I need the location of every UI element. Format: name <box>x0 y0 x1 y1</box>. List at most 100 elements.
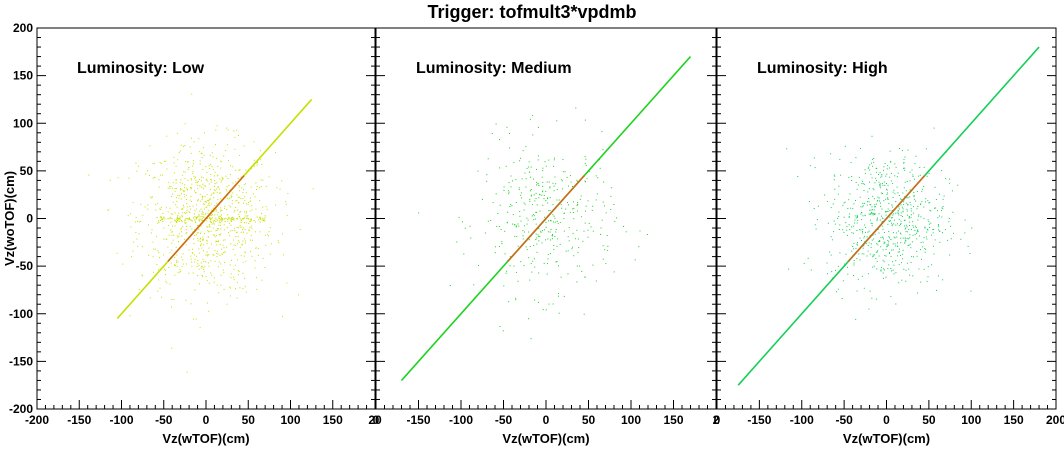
scatter-point <box>255 221 257 223</box>
band-point <box>171 218 173 220</box>
band-point <box>156 217 158 218</box>
scatter-point <box>236 129 238 131</box>
scatter-point <box>553 165 555 167</box>
scatter-point <box>519 215 521 217</box>
scatter-point <box>196 266 198 267</box>
scatter-point <box>882 217 883 219</box>
scatter-point <box>613 271 615 273</box>
scatter-point <box>211 214 213 216</box>
scatter-point <box>516 225 517 227</box>
scatter-point <box>200 231 202 233</box>
scatter-point <box>264 217 266 219</box>
scatter-point <box>551 235 553 237</box>
scatter-point <box>236 227 238 229</box>
scatter-point <box>223 252 225 254</box>
scatter-point <box>949 178 950 180</box>
scatter-point <box>211 193 213 195</box>
scatter-point <box>181 183 183 185</box>
band-point <box>177 217 179 219</box>
scatter-point <box>218 224 220 226</box>
scatter-point <box>585 205 587 207</box>
scatter-point <box>264 220 266 222</box>
scatter-point <box>175 265 176 267</box>
scatter-point <box>190 258 192 260</box>
scatter-point <box>201 247 203 249</box>
scatter-point <box>198 214 200 216</box>
scatter-point <box>596 193 598 195</box>
scatter-point <box>172 201 174 203</box>
band-point <box>192 217 194 219</box>
scatter-point <box>251 255 253 257</box>
scatter-point <box>862 203 864 204</box>
scatter-point <box>901 216 903 217</box>
scatter-point <box>938 224 939 226</box>
scatter-point <box>849 193 851 195</box>
scatter-point <box>864 235 866 237</box>
scatter-point <box>864 169 866 171</box>
scatter-point <box>948 221 950 223</box>
scatter-point <box>585 164 587 166</box>
scatter-point <box>203 232 205 234</box>
scatter-point <box>220 198 222 200</box>
scatter-point <box>198 138 200 140</box>
band-point <box>160 218 162 220</box>
scatter-point <box>582 240 584 242</box>
scatter-point <box>887 244 889 246</box>
scatter-point <box>897 210 899 212</box>
scatter-point <box>535 237 537 239</box>
scatter-point <box>158 179 160 181</box>
scatter-point <box>174 188 176 189</box>
scatter-point <box>883 200 885 202</box>
scatter-point <box>523 202 525 204</box>
scatter-point <box>201 176 202 178</box>
scatter-point <box>195 318 197 320</box>
scatter-point <box>529 279 531 281</box>
scatter-point <box>911 241 913 243</box>
band-point <box>158 221 160 223</box>
scatter-point <box>227 198 229 200</box>
scatter-point <box>874 213 876 215</box>
scatter-point <box>553 215 555 217</box>
scatter-point <box>873 238 875 240</box>
scatter-point <box>264 234 266 236</box>
scatter-point <box>907 214 909 216</box>
scatter-point <box>573 201 574 203</box>
scatter-point <box>151 229 153 231</box>
scatter-point <box>565 250 567 252</box>
scatter-point <box>199 185 200 187</box>
scatter-point <box>208 310 210 312</box>
scatter-point <box>239 226 241 228</box>
band-point <box>178 218 180 219</box>
scatter-point <box>872 165 874 167</box>
scatter-point <box>905 240 907 242</box>
scatter-point <box>879 187 881 189</box>
scatter-point <box>230 217 232 219</box>
scatter-point <box>528 257 530 259</box>
scatter-point <box>151 196 153 198</box>
scatter-point <box>881 266 882 268</box>
scatter-point <box>513 161 515 163</box>
band-point <box>203 216 205 218</box>
scatter-point <box>191 261 193 263</box>
scatter-point <box>856 243 858 245</box>
scatter-point <box>237 274 239 276</box>
scatter-point <box>971 227 973 229</box>
band-point <box>259 221 261 223</box>
scatter-point <box>231 203 233 205</box>
scatter-point <box>174 264 176 266</box>
scatter-point <box>566 176 568 178</box>
scatter-point <box>245 183 246 185</box>
scatter-point <box>912 212 914 214</box>
scatter-point <box>551 238 553 240</box>
scatter-point <box>882 277 884 279</box>
scatter-point <box>172 225 173 227</box>
scatter-point <box>557 238 559 240</box>
scatter-point <box>201 198 203 200</box>
scatter-point <box>181 235 183 237</box>
scatter-point <box>889 220 891 222</box>
scatter-point <box>203 260 205 262</box>
scatter-point <box>909 225 910 226</box>
scatter-point <box>921 188 923 190</box>
scatter-point <box>277 240 279 242</box>
scatter-point <box>523 265 525 267</box>
